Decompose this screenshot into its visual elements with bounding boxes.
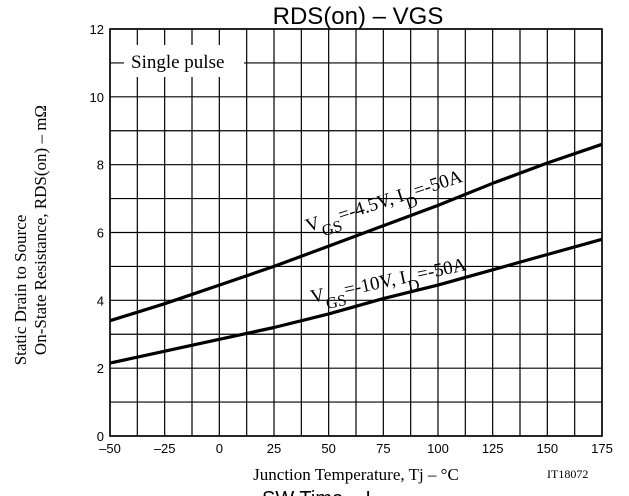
y-tick-label: 6	[97, 226, 104, 241]
curve-label-2-sub-gs: GS	[324, 291, 348, 312]
x-tick-label: 0	[216, 441, 223, 456]
y-axis-label-line2: On-State Resistance, RDS(on) – mΩ	[31, 105, 50, 355]
curve-label-1-sub-d: D	[404, 193, 420, 213]
plot-frame	[109, 28, 603, 437]
y-tick-labels: 0 2 4 6 8 10 12	[90, 22, 104, 444]
x-axis-label: Junction Temperature, Tj – °C	[253, 465, 459, 484]
curve-label-2-suffix: =-50A	[415, 254, 468, 285]
curve-label-vgs-10v: VGS=-10V, ID=-50A	[309, 254, 470, 315]
y-tick-label: 2	[97, 361, 104, 376]
x-tick-label: 25	[267, 441, 281, 456]
x-tick-label: 175	[591, 441, 613, 456]
curve-label-2-prefix: V	[309, 284, 327, 307]
series-layer	[109, 142, 603, 365]
y-tick-label: 12	[90, 22, 104, 37]
major-grid	[109, 28, 603, 437]
x-tick-labels: –50 –25 0 25 50 75 100 125 150 175	[99, 441, 613, 456]
x-tick-label: 75	[376, 441, 390, 456]
y-tick-label: 10	[90, 90, 104, 105]
x-tick-label: –50	[99, 441, 121, 456]
x-tick-label: 100	[427, 441, 449, 456]
series-line-2	[109, 237, 603, 365]
y-tick-label: 8	[97, 158, 104, 173]
figure-code: IT18072	[547, 467, 588, 481]
curve-label-1-sub-gs: GS	[320, 217, 345, 239]
x-tick-label: 50	[321, 441, 335, 456]
cut-off-caption: SW Time – I	[262, 488, 371, 496]
series-line-1	[109, 142, 603, 323]
annotation-background	[124, 45, 244, 77]
curve-label-1-prefix: V	[303, 212, 323, 236]
single-pulse-annotation: Single pulse	[131, 52, 224, 73]
chart-title: RDS(on) – VGS	[273, 3, 444, 30]
x-tick-label: 150	[536, 441, 558, 456]
curve-label-2-sub-d: D	[406, 276, 421, 295]
y-axis-label-line1: Static Drain to Source	[11, 215, 30, 366]
x-tick-label: –25	[154, 441, 176, 456]
x-tick-label: 125	[482, 441, 504, 456]
y-tick-label: 0	[97, 429, 104, 444]
y-tick-label: 4	[97, 293, 104, 308]
